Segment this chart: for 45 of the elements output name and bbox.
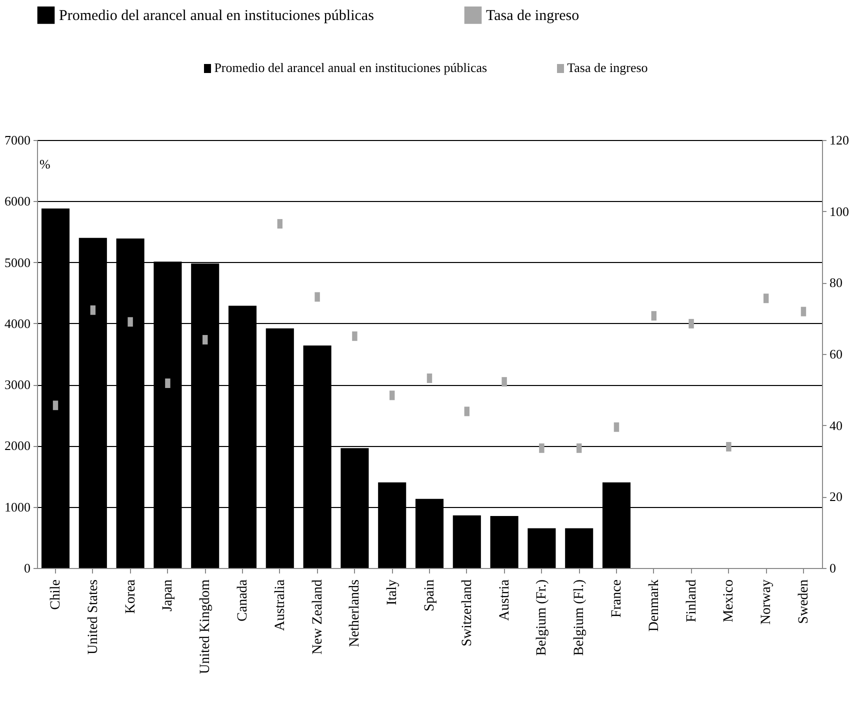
y-tick-label: 7000 xyxy=(4,132,30,148)
y-tick-label: 2000 xyxy=(4,438,30,454)
x-tick-label: Mexico xyxy=(722,580,737,622)
y-axis-title: % xyxy=(40,156,50,172)
x-tick-label: Canada xyxy=(236,578,251,622)
x-tick-label: Korea xyxy=(123,578,138,614)
y2-tick-label: 0 xyxy=(830,560,836,576)
y2-tick-label: 60 xyxy=(830,346,842,362)
x-tick-label: United States xyxy=(86,580,101,655)
x-tick-label: Italy xyxy=(385,580,400,606)
text: Promedio del arancel anual en instituciones públicas xyxy=(214,60,488,76)
y2-tick-label: 80 xyxy=(830,275,842,290)
bar xyxy=(452,515,481,568)
x-tick-label: Belgium (Fl.) xyxy=(572,579,588,656)
y-tick-label: 3000 xyxy=(4,377,30,392)
x-tick-label: Belgium (Fr.) xyxy=(534,579,550,656)
x-tick-label: Chile xyxy=(48,580,64,610)
x-tick-label: France xyxy=(609,580,624,618)
y-tick-label: 0 xyxy=(24,560,30,576)
x-tick-label: New Zealand xyxy=(310,580,326,655)
x-tick-label: United Kingdom xyxy=(198,579,214,674)
text: Tasa de ingreso xyxy=(567,60,648,76)
x-tick-label: Finland xyxy=(684,580,700,622)
y2-tick-label: 40 xyxy=(830,418,842,433)
y2-tick-label: 120 xyxy=(830,132,849,148)
y-tick-label: 6000 xyxy=(4,194,30,209)
bar xyxy=(490,516,518,568)
x-tick-label: Netherlands xyxy=(348,580,363,648)
y2-tick-label: 20 xyxy=(830,489,842,504)
x-tick-label: Spain xyxy=(422,580,438,612)
x-tick-label: Norway xyxy=(759,580,774,625)
x-tick-label: Austria xyxy=(497,578,512,621)
x-tick-label: Switzerland xyxy=(460,580,475,646)
x-tick-label: Australia xyxy=(272,578,288,631)
bar xyxy=(565,528,594,568)
y-tick-label: 4000 xyxy=(4,316,30,331)
bar xyxy=(528,528,556,568)
y2-tick-label: 100 xyxy=(830,204,849,219)
legend-label: Promedio del arancel anual en instituciones públicas xyxy=(59,8,374,24)
y-tick-label: 1000 xyxy=(4,499,30,514)
y-tick-label: 5000 xyxy=(4,254,30,270)
legend-label: Tasa de ingreso xyxy=(486,8,580,24)
x-tick-label: Denmark xyxy=(646,580,662,632)
x-tick-label: Sweden xyxy=(796,580,812,624)
x-tick-label: Japan xyxy=(160,580,176,612)
